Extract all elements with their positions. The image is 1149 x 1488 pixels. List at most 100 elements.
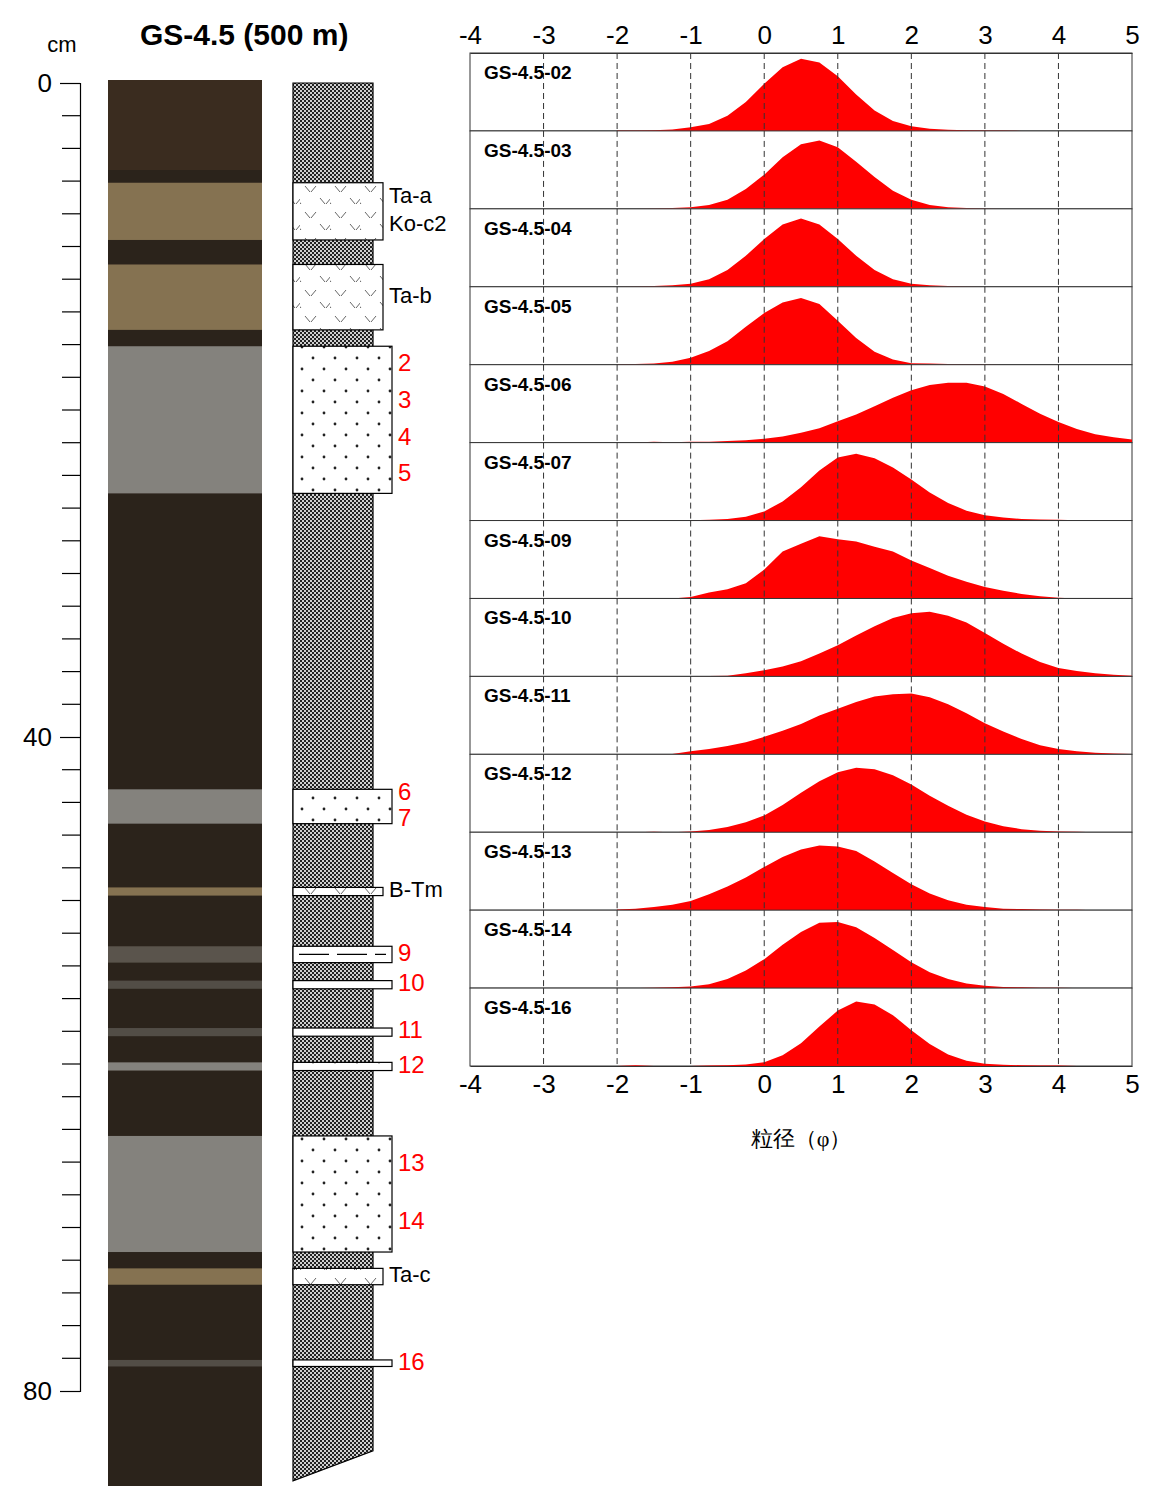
- grid-line: [690, 443, 691, 521]
- grid-line: [764, 209, 765, 287]
- tick-mark: [60, 83, 80, 84]
- grid-line: [984, 598, 985, 676]
- layer-label: 13: [398, 1149, 425, 1176]
- grid-line: [837, 598, 838, 676]
- tick-label: -2: [606, 1069, 629, 1099]
- tick-label: 0: [757, 20, 771, 50]
- grid-line: [764, 910, 765, 988]
- tick-label: 80: [23, 1376, 52, 1406]
- plot-area: [617, 298, 1132, 365]
- tick-label: 1: [831, 20, 845, 50]
- panel: GS-4.5-07: [470, 443, 1132, 521]
- distribution: [617, 298, 1132, 365]
- tick-label: 2: [905, 20, 919, 50]
- grid: [544, 209, 1059, 287]
- tick-label: 2: [905, 1069, 919, 1099]
- minor-tick: [62, 671, 80, 672]
- layer-label: Ta-b: [389, 283, 432, 308]
- layer: [293, 946, 392, 962]
- panel-frame: [470, 287, 1132, 365]
- panel: GS-4.5-02: [470, 53, 1132, 131]
- tick-label: -1: [680, 20, 703, 50]
- panel-title: GS-4.5-09: [484, 530, 572, 551]
- plot-area: [617, 846, 1132, 911]
- photo-band: [108, 183, 262, 240]
- grid-line: [1058, 443, 1059, 521]
- layer-label: Ta-c: [389, 1262, 431, 1287]
- grid-line: [984, 910, 985, 988]
- grid-line: [911, 287, 912, 365]
- photo-band: [108, 1062, 262, 1070]
- tick-label: 4: [1052, 1069, 1066, 1099]
- tick: 1: [831, 20, 845, 53]
- tick: 4: [1052, 1066, 1066, 1099]
- grid-line: [764, 443, 765, 521]
- distribution: [617, 768, 1132, 833]
- grid-line: [911, 832, 912, 910]
- panel-frame: [470, 443, 1132, 521]
- panel-frame: [470, 676, 1132, 754]
- grid-line: [690, 754, 691, 832]
- panel: GS-4.5-13: [470, 832, 1132, 910]
- panel-title: GS-4.5-10: [484, 607, 572, 628]
- plot-area: [617, 922, 1132, 988]
- grid-line: [690, 988, 691, 1066]
- layer-label: 14: [398, 1207, 425, 1234]
- grid-line: [690, 832, 691, 910]
- tick-label: 0: [38, 68, 52, 98]
- photo-band: [108, 981, 262, 989]
- grid-line: [764, 131, 765, 209]
- layer: [293, 1268, 383, 1284]
- minor-tick: [62, 409, 80, 410]
- grid-line: [984, 443, 985, 521]
- minor-tick: [62, 802, 80, 803]
- grid-line: [1058, 832, 1059, 910]
- grid-line: [764, 521, 765, 599]
- grid-line: [617, 910, 618, 988]
- tick-mark: [60, 737, 80, 738]
- tick: 4: [1052, 20, 1066, 53]
- grid-line: [617, 53, 618, 131]
- layer-label: 5: [398, 459, 411, 486]
- title: GS-4.5 (500 m): [140, 18, 348, 51]
- core-photo: [108, 80, 262, 1486]
- minor-tick: [62, 1063, 80, 1064]
- minor-tick: [62, 867, 80, 868]
- minor-tick: [62, 1325, 80, 1326]
- minor-tick: [62, 279, 80, 280]
- grid-line: [1058, 521, 1059, 599]
- grid-line: [690, 365, 691, 443]
- grid-line: [764, 988, 765, 1066]
- grid-line: [690, 910, 691, 988]
- layer: [293, 264, 383, 329]
- grid-line: [837, 443, 838, 521]
- grid-line: [911, 754, 912, 832]
- panel-frame: [470, 53, 1132, 131]
- tick: -2: [606, 1066, 629, 1099]
- tick-label: -1: [680, 1069, 703, 1099]
- axis-line: [60, 84, 81, 1392]
- layer: [293, 1136, 392, 1252]
- grid-line: [984, 365, 985, 443]
- grid-line: [911, 443, 912, 521]
- grid-line: [911, 365, 912, 443]
- minor-tick: [62, 1194, 80, 1195]
- grid-line: [1058, 365, 1059, 443]
- tick-label: 40: [23, 722, 52, 752]
- grid-line: [911, 988, 912, 1066]
- grid-line: [837, 287, 838, 365]
- panel: GS-4.5-16: [470, 988, 1132, 1066]
- grid-line: [617, 598, 618, 676]
- panel-frame: [470, 910, 1132, 988]
- minor-tick: [62, 377, 80, 378]
- photo-background: [108, 80, 262, 1486]
- minor-tick: [62, 181, 80, 182]
- minor-tick: [62, 115, 80, 116]
- minor-tick: [62, 1358, 80, 1359]
- photo-band: [108, 346, 262, 493]
- grid-line: [690, 676, 691, 754]
- grid-line: [690, 598, 691, 676]
- minor-tick: [62, 246, 80, 247]
- grid-line: [1058, 598, 1059, 676]
- tick-label: 4: [1052, 20, 1066, 50]
